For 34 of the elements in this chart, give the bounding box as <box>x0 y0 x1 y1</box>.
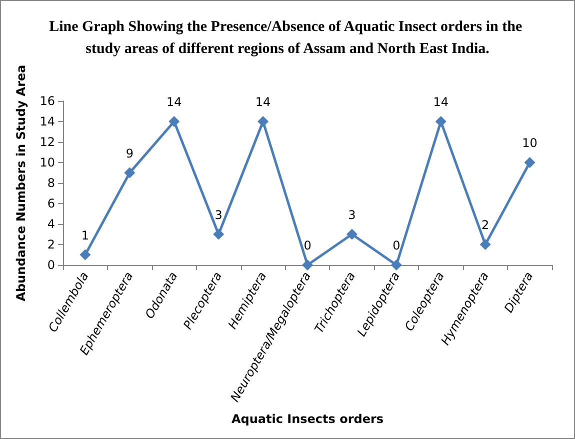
data-label: 0 <box>392 238 400 252</box>
y-tick-label: 10 <box>40 156 55 170</box>
chart-title: Line Graph Showing the Presence/Absence of Aquatic Insect orders in the study areas of different regions of Assam and North East India. <box>49 19 526 57</box>
point <box>524 157 536 168</box>
data-label: 14 <box>255 95 271 109</box>
y-tick-label: 2 <box>47 238 55 252</box>
y-tick-label: 12 <box>40 135 55 149</box>
y-tick-label: 14 <box>40 114 55 128</box>
point <box>168 116 180 127</box>
point <box>124 167 136 178</box>
data-label: 3 <box>348 208 356 222</box>
point <box>435 116 446 127</box>
data-label: 10 <box>522 136 538 150</box>
data-label: 3 <box>214 208 222 222</box>
data-label: 2 <box>482 218 490 232</box>
point <box>346 228 358 240</box>
point <box>480 239 491 250</box>
point <box>302 260 313 270</box>
y-tick-label: 4 <box>47 217 55 231</box>
y-tick-label: 6 <box>47 196 55 210</box>
y-tick-label: 0 <box>47 258 55 272</box>
point <box>390 260 402 270</box>
y-axis-title: Abundance Numbers in Study Area <box>14 64 28 302</box>
y-tick-label: 16 <box>40 94 55 108</box>
data-label: 14 <box>166 95 182 109</box>
x-axis-title: Aquatic Insects orders <box>231 412 384 426</box>
point <box>258 116 269 127</box>
data-label: 9 <box>126 146 134 160</box>
point <box>80 249 91 260</box>
point <box>213 228 224 240</box>
data-label: 0 <box>304 238 312 252</box>
data-label: 1 <box>81 228 90 242</box>
data-label: 14 <box>433 95 449 109</box>
y-tick-label: 8 <box>47 176 55 190</box>
